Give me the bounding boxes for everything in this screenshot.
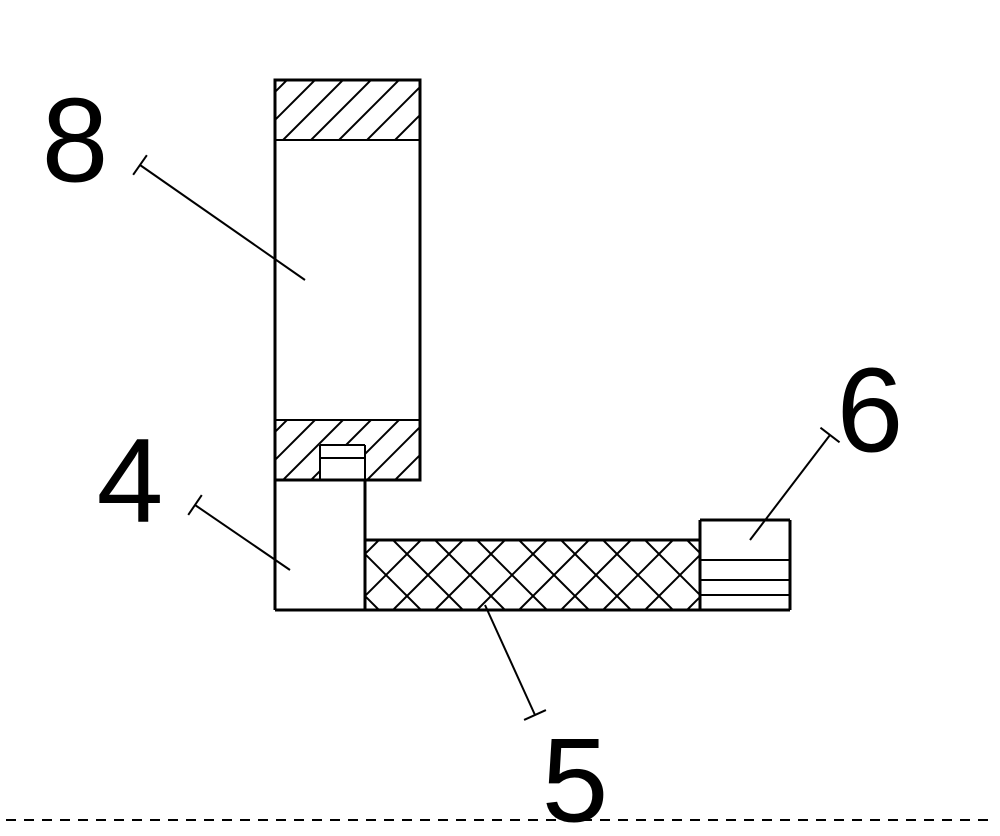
callout-label-8: 8 xyxy=(42,74,109,208)
callout-label-6: 6 xyxy=(837,344,904,478)
callout-label-4: 4 xyxy=(97,414,164,548)
callout-label-5: 5 xyxy=(542,714,609,836)
